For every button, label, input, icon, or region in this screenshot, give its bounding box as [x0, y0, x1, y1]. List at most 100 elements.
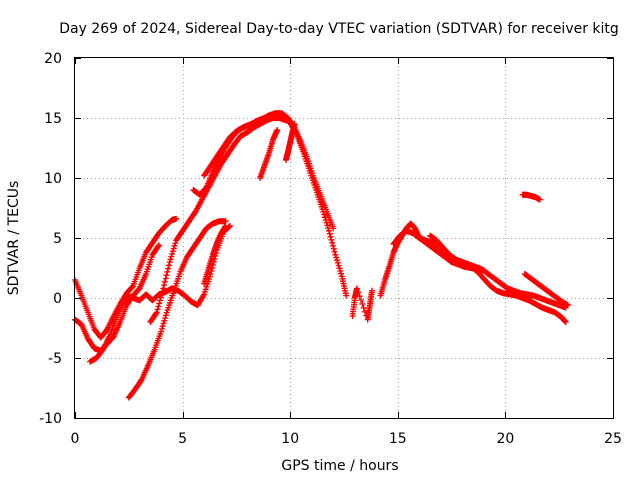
data-point [173, 215, 180, 222]
data-point [330, 225, 337, 232]
series-trace-i [201, 223, 229, 287]
data-point-interp [355, 289, 362, 296]
series-trace-h [201, 110, 337, 232]
series-trace-o [427, 232, 569, 311]
data-point-interp [160, 320, 167, 327]
series-trace-d [125, 218, 229, 401]
data-point-interp [357, 297, 364, 304]
data-point-interp [162, 275, 169, 282]
data-point [536, 196, 543, 203]
data-point [564, 302, 571, 309]
data-point-interp [328, 236, 335, 243]
y-tick-labels: -10 -5 0 5 10 15 20 [39, 51, 62, 427]
data-point-interp [157, 297, 164, 304]
data-point-interp [157, 294, 164, 301]
series-trace-c [87, 291, 132, 365]
data-point-interp [156, 300, 163, 307]
data-point-interp [171, 242, 178, 249]
data-point-interp [155, 303, 162, 310]
data-point-interp [327, 233, 334, 240]
data-point-interp [167, 256, 174, 263]
data-point [166, 259, 173, 265]
plot-frame [74, 57, 614, 419]
series-trace-j [257, 127, 281, 181]
y-tick-label: 5 [53, 231, 62, 247]
data-point-interp [356, 293, 363, 300]
data-point-interp [162, 315, 169, 322]
data-point [368, 287, 375, 294]
data-point-interp [330, 245, 337, 252]
data-point-interp [331, 248, 338, 255]
series-trace-l [349, 285, 375, 323]
data-marks [72, 110, 571, 401]
series-trace-k [282, 121, 298, 163]
data-point-interp [321, 211, 328, 218]
data-point-interp [334, 257, 341, 264]
data-point-interp [329, 239, 336, 246]
data-point-interp [329, 242, 336, 249]
data-point-interp [162, 312, 169, 319]
y-tick-label: 0 [53, 291, 62, 307]
x-tick-label: 10 [281, 431, 299, 447]
data-point-interp [164, 268, 171, 275]
data-point-interp [168, 253, 175, 260]
x-axis-label: GPS time / hours [281, 458, 398, 474]
data-point-interp [336, 265, 343, 272]
data-point-interp [161, 317, 168, 324]
y-tick-label: 20 [44, 51, 62, 67]
data-point-interp [338, 270, 345, 277]
x-tick-label: 5 [178, 431, 187, 447]
data-point [562, 319, 569, 325]
data-point-interp [163, 309, 170, 316]
data-point-interp [325, 225, 332, 232]
x-tick-label: 25 [604, 431, 622, 447]
y-tick-label: 10 [44, 171, 62, 187]
data-point-interp [169, 248, 176, 255]
data-point-interp [172, 240, 179, 247]
x-tick-label: 15 [389, 431, 407, 447]
x-tick-labels: 0 5 10 15 20 25 [71, 431, 622, 447]
series-trace-n [390, 227, 569, 325]
data-point-interp [161, 282, 168, 289]
data-point [155, 242, 162, 249]
data-point-interp [359, 301, 366, 307]
chart-title: Day 269 of 2024, Sidereal Day-to-day VTE… [59, 21, 619, 37]
data-point-interp [152, 310, 159, 317]
data-point-interp [161, 278, 168, 285]
data-point-interp [163, 272, 170, 279]
series-trace-m [377, 220, 487, 299]
data-point-interp [360, 304, 367, 311]
data-point-interp [334, 259, 341, 266]
data-point-interp [333, 254, 340, 261]
data-point [291, 121, 298, 127]
axis-ticks [75, 58, 614, 419]
data-point-interp [165, 262, 172, 269]
data-point-interp [169, 250, 176, 257]
data-point-interp [154, 306, 161, 313]
data-point-interp [159, 288, 166, 295]
data-point [153, 309, 160, 316]
x-tick-label: 0 [71, 431, 80, 447]
series-trace-p [519, 191, 543, 203]
data-point-interp [170, 245, 177, 252]
data-point-interp [335, 262, 342, 269]
y-tick-label: -5 [48, 351, 62, 367]
data-point-interp [326, 230, 333, 237]
y-tick-label: -10 [39, 411, 62, 427]
data-point [332, 251, 339, 258]
data-point-interp [129, 283, 136, 290]
data-point [325, 227, 332, 234]
data-point [274, 127, 281, 133]
data-point [222, 223, 229, 229]
data-point-interp [158, 291, 165, 298]
data-point-interp [165, 265, 172, 272]
data-point [353, 285, 360, 292]
data-point [343, 292, 350, 299]
y-tick-label: 15 [44, 111, 62, 127]
data-point [160, 285, 167, 292]
data-point-interp [159, 323, 166, 330]
data-point [158, 328, 165, 335]
data-point-interp [155, 243, 162, 250]
data-point-interp [158, 325, 165, 332]
